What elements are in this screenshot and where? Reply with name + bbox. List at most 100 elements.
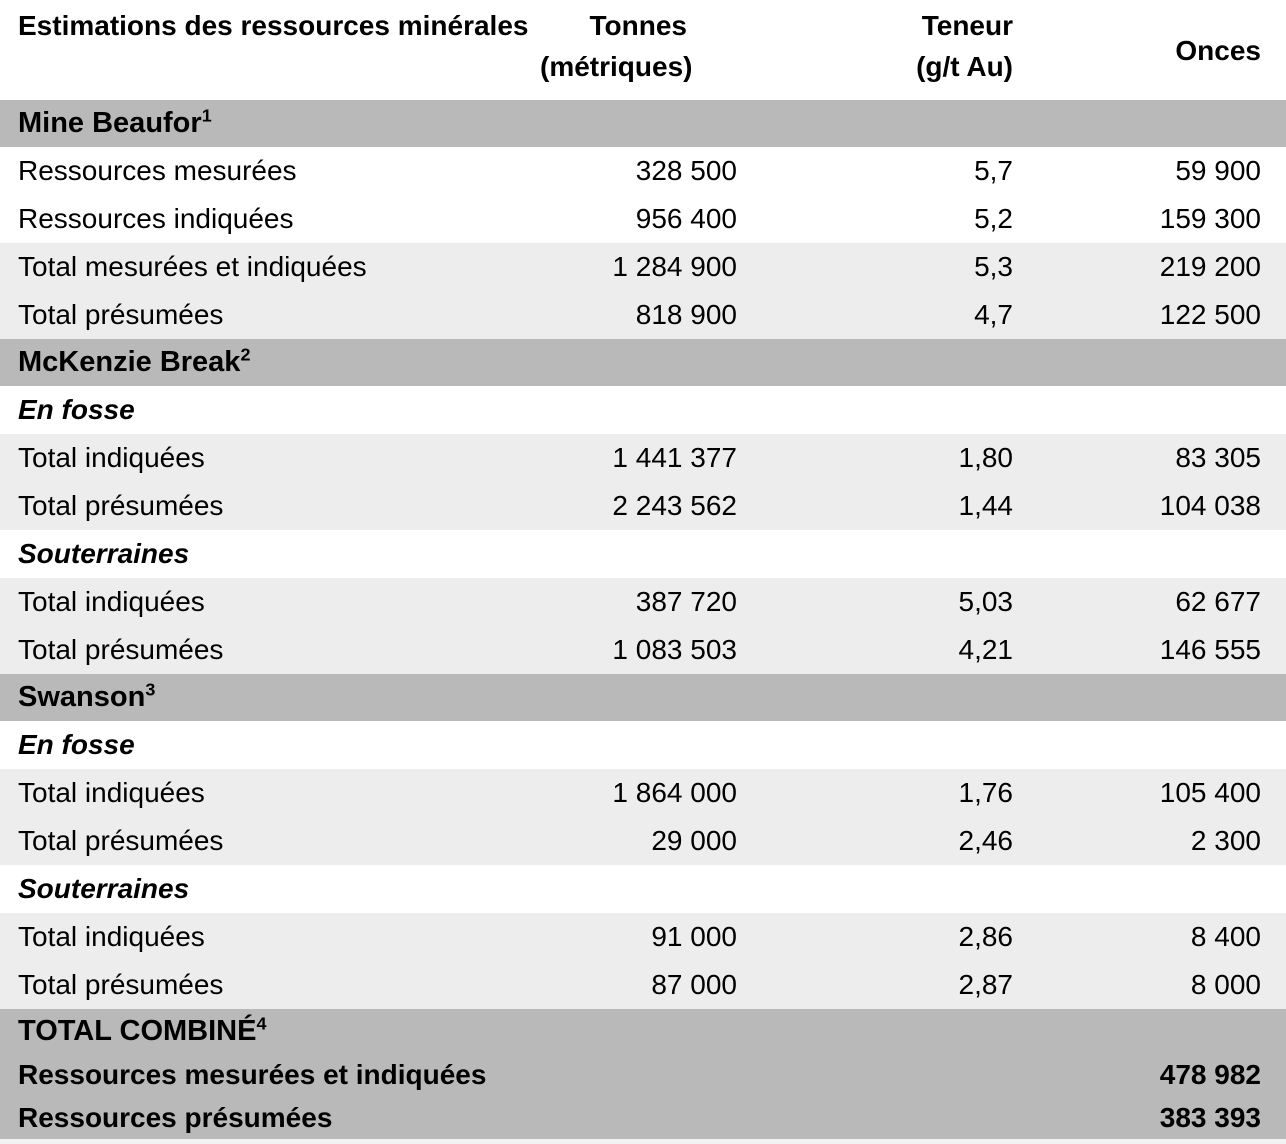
section-title-cell: TOTAL COMBINÉ4 [0,1009,1286,1053]
table-row: Total présumées 1 083 503 4,21 146 555 [0,626,1286,674]
table-row: Ressources indiquées 956 400 5,2 159 300 [0,195,1286,243]
table-row: Ressources mesurées 328 500 5,7 59 900 [0,147,1286,195]
table-row: Total indiquées 1 864 000 1,76 105 400 [0,769,1286,817]
subsection-title: Souterraines [0,865,1286,913]
cell-teneur: 5,3 [737,243,1013,291]
cell-tonnes: 956 400 [635,203,737,234]
cell-tonnes: 328 500 [635,155,737,186]
cell-onces: 219 200 [1013,243,1286,291]
subsection-header-souterraines: Souterraines [0,865,1286,913]
cell-tonnes: 818 900 [540,291,737,339]
cell-label: Total indiquées [0,769,540,817]
cell-onces: 159 300 [1159,203,1261,234]
cell-teneur: 4,7 [737,291,1013,339]
table-row: Total mesurées et indiquées 1 284 900 5,… [0,243,1286,291]
table-row: Total présumées 2 243 562 1,44 104 038 [0,482,1286,530]
header-line-gt-au: (g/t Au) [916,51,1013,82]
cell-tonnes: 91 000 [540,913,737,961]
cell-label: Total présumées [0,961,540,1009]
footnote-marker: 4 [256,1012,267,1033]
total-row-measured-indicated: Ressources mesurées et indiquées 478 982 [0,1053,1286,1096]
cell-tonnes: 1 441 377 [540,434,737,482]
cell-tonnes: 1 864 000 [540,769,737,817]
cell-tonnes: 2 243 562 [540,482,737,530]
cell-label: Total mesurées et indiquées [0,243,540,291]
cell-onces: 2 300 [1013,817,1286,865]
cell-teneur: 2,86 [737,913,1013,961]
cell-onces: 8 000 [1013,961,1286,1009]
section-title: Swanson [18,681,146,713]
section-title: McKenzie Break [18,346,241,378]
cell-teneur: 1,44 [737,482,1013,530]
cell-teneur: 5,7 [974,155,1013,186]
cell-label: Ressources mesurées [18,155,297,186]
cell-tonnes: 29 000 [540,817,737,865]
table-row: Total présumées 87 000 2,87 8 000 [0,961,1286,1009]
cell-onces: 122 500 [1013,291,1286,339]
footnote-marker: 2 [240,344,251,365]
cell-onces: 59 900 [1175,155,1261,186]
section-title-cell: McKenzie Break2 [0,339,1286,386]
subsection-header-en-fosse: En fosse [0,721,1286,769]
cell-onces: 8 400 [1013,913,1286,961]
col-header-teneur: Teneur (g/t Au) [737,0,1013,100]
section-title-cell: Swanson3 [0,674,1286,721]
subsection-header-souterraines: Souterraines [0,530,1286,578]
cell-onces: 62 677 [1013,578,1286,626]
col-header-onces: Onces [1175,34,1261,66]
cell-label: Total présumées [0,626,540,674]
table-header-row: Estimations des ressources minérales Ton… [0,0,1286,100]
cell-label: Total présumées [0,482,540,530]
cell-onces: 83 305 [1013,434,1286,482]
cell-label: Total indiquées [0,578,540,626]
subsection-title: Souterraines [0,530,1286,578]
section-header-swanson: Swanson3 [0,674,1286,721]
cell-teneur: 1,80 [737,434,1013,482]
table-row: Total indiquées 387 720 5,03 62 677 [0,578,1286,626]
section-header-mine-beaufor: Mine Beaufor1 [0,100,1286,147]
col-header-tonnes: Tonnes (métriques) [540,0,737,100]
cell-label: Ressources présumées [0,1096,1013,1139]
table-row: Total présumées 818 900 4,7 122 500 [0,291,1286,339]
total-combined-header: TOTAL COMBINÉ4 [0,1009,1286,1053]
section-title: TOTAL COMBINÉ [18,1014,257,1047]
cell-label: Ressources indiquées [18,203,294,234]
cell-onces: 104 038 [1013,482,1286,530]
header-line-tonnes: Tonnes [589,10,687,41]
cell-tonnes: 87 000 [540,961,737,1009]
cell-teneur: 5,03 [737,578,1013,626]
header-line-teneur: Teneur [921,10,1013,41]
table-row: Total indiquées 1 441 377 1,80 83 305 [0,434,1286,482]
section-title-cell: Mine Beaufor1 [0,100,1286,147]
subsection-title: En fosse [0,386,1286,434]
cell-label: Ressources mesurées et indiquées [0,1053,1013,1096]
cell-teneur: 2,87 [737,961,1013,1009]
cell-tonnes: 1 083 503 [540,626,737,674]
subsection-title: En fosse [0,721,1286,769]
subsection-header-en-fosse: En fosse [0,386,1286,434]
cell-onces: 383 393 [1013,1096,1286,1139]
cell-tonnes: 387 720 [540,578,737,626]
cell-onces: 146 555 [1013,626,1286,674]
section-header-mckenzie-break: McKenzie Break2 [0,339,1286,386]
cell-label: Total indiquées [0,913,540,961]
col-header-estimations: Estimations des ressources minérales [18,10,529,41]
cell-label: Total présumées [0,817,540,865]
cell-tonnes: 1 284 900 [540,243,737,291]
cell-onces: 105 400 [1013,769,1286,817]
section-title: Mine Beaufor [18,107,202,139]
total-row-inferred: Ressources présumées 383 393 [0,1096,1286,1139]
cell-onces: 478 982 [1013,1053,1286,1096]
cell-teneur: 4,21 [737,626,1013,674]
bottom-edge-strip [0,1139,1286,1144]
footnote-marker: 1 [201,105,212,126]
cell-teneur: 2,46 [737,817,1013,865]
cell-teneur: 5,2 [974,203,1013,234]
footnote-marker: 3 [145,679,156,700]
cell-label: Total indiquées [0,434,540,482]
cell-label: Total présumées [0,291,540,339]
table-row: Total présumées 29 000 2,46 2 300 [0,817,1286,865]
table-row: Total indiquées 91 000 2,86 8 400 [0,913,1286,961]
header-line-metriques: (métriques) [540,51,693,82]
